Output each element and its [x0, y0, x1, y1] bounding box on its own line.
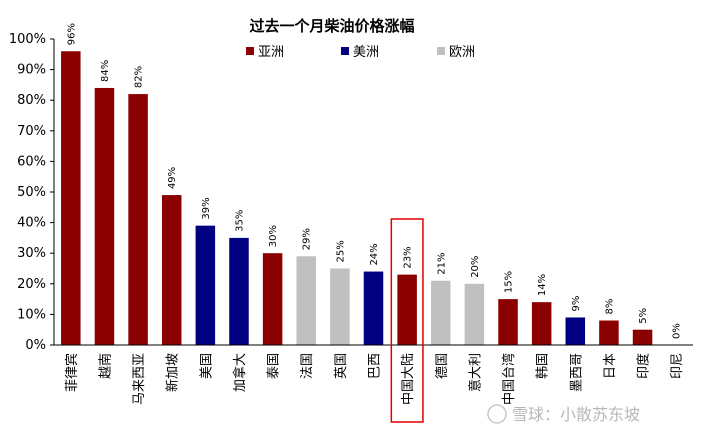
highlight-box [390, 218, 424, 423]
data-label: 8% [604, 299, 615, 315]
x-tick-label: 日本 [603, 353, 618, 379]
watermark: 雪球：小散苏东坡 [487, 404, 640, 424]
x-tick-label: 马来西亚 [132, 353, 147, 405]
bar [161, 195, 182, 345]
bar [363, 271, 384, 345]
y-tick-label: 90% [17, 63, 46, 78]
data-label: 96% [66, 23, 77, 45]
x-axis: 菲律宾 越南 马来西亚 新加坡 美国 加拿大 泰国 法国 英国 巴西 中国大陆 德国 意大利 中国台湾 韩国… [54, 218, 693, 423]
y-tick-label: 80% [17, 93, 46, 108]
x-tick-label: 菲律宾 [64, 353, 80, 392]
y-tick-label: 10% [17, 307, 46, 322]
bar [464, 283, 485, 345]
data-label: 14% [537, 274, 548, 296]
data-label: 39% [201, 197, 212, 219]
y-tick-label: 40% [17, 216, 46, 231]
y-axis: 0% 10% 20% 30% 40% 50% 60% 70% 80% 90% 100% [9, 32, 55, 353]
data-label: 25% [335, 240, 346, 262]
x-tick-label: 泰国 [267, 353, 282, 379]
x-tick-label: 韩国 [536, 353, 551, 379]
data-label: 30% [268, 225, 279, 247]
data-label: 29% [302, 228, 313, 250]
legend-label: 欧洲 [449, 45, 475, 60]
x-tick-label: 墨西哥 [569, 353, 584, 392]
data-label: 15% [504, 271, 515, 293]
y-tick-label: 30% [17, 246, 46, 261]
data-label: 24% [369, 243, 380, 265]
data-label: 5% [638, 308, 649, 324]
bar [128, 94, 148, 345]
data-label: 23% [403, 246, 414, 268]
y-tick-label: 0% [25, 338, 46, 353]
snowball-logo-icon [487, 404, 507, 424]
bar [498, 299, 518, 345]
legend-swatch [246, 47, 254, 55]
data-label: 20% [470, 256, 481, 278]
x-tick-label: 美国 [199, 353, 214, 379]
x-tick-label: 加拿大 [232, 353, 248, 392]
data-label: 9% [571, 296, 582, 312]
bar [195, 225, 216, 345]
bar [599, 320, 619, 345]
bar [229, 237, 249, 345]
y-tick-label: 100% [9, 32, 46, 47]
x-tick-label: 印尼 [670, 353, 685, 379]
bar [397, 274, 417, 345]
watermark-text: 雪球：小散苏东坡 [512, 405, 640, 424]
x-tick-label: 印度 [636, 353, 652, 379]
bar [531, 302, 552, 345]
bars: 96% 84% 82% 49% 39% 35% 30% 29% 25% 24% 23% 21% 20% 1… [61, 23, 683, 346]
bar [431, 280, 451, 345]
legend-swatch [437, 47, 445, 55]
x-tick-label: 新加坡 [165, 353, 181, 392]
bar [94, 87, 115, 346]
x-tick-label: 中国大陆 [400, 353, 416, 405]
legend-swatch [341, 47, 349, 55]
bar [61, 51, 81, 346]
x-tick-label: 越南 [97, 353, 113, 379]
x-tick-label: 巴西 [368, 353, 383, 379]
bar [330, 268, 350, 345]
chart-title: 过去一个月柴油价格涨幅 [249, 17, 414, 35]
y-tick-label: 70% [17, 124, 46, 139]
y-tick-label: 60% [17, 154, 46, 169]
x-tick-label: 英国 [334, 353, 349, 379]
data-label: 82% [134, 66, 145, 88]
legend: 亚洲 美洲 欧洲 [246, 45, 475, 60]
data-label: 21% [436, 253, 447, 275]
data-label: 35% [234, 210, 245, 232]
bar [296, 256, 316, 345]
x-tick-label: 德国 [435, 353, 450, 379]
x-tick-label: 中国台湾 [501, 353, 517, 405]
data-label: 84% [100, 60, 111, 82]
data-label: 49% [167, 167, 178, 189]
bar [565, 317, 586, 345]
legend-label: 美洲 [353, 45, 379, 60]
data-label: 0% [672, 323, 683, 339]
legend-label: 亚洲 [258, 45, 284, 60]
bar [262, 253, 283, 345]
y-tick-label: 50% [17, 185, 46, 200]
x-tick-label: 法国 [300, 353, 315, 379]
y-tick-label: 20% [17, 277, 46, 292]
x-tick-label: 意大利 [467, 353, 483, 392]
bar [632, 329, 653, 345]
